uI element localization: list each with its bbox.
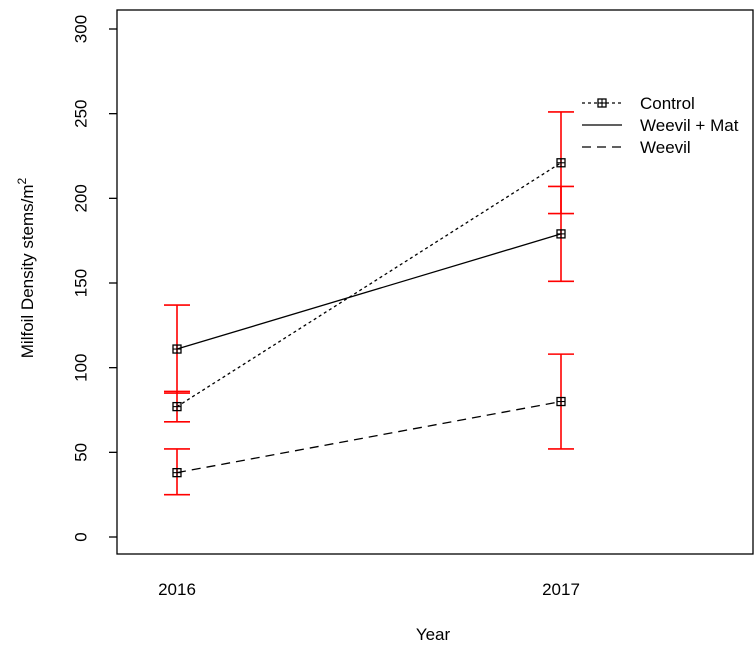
y-tick-label: 50 — [72, 443, 91, 462]
data-point — [172, 344, 182, 354]
y-tick-label: 300 — [72, 15, 91, 43]
x-tick-label: 2017 — [542, 580, 580, 599]
series-control — [164, 111, 574, 423]
data-point — [556, 158, 566, 168]
y-tick-label: 0 — [72, 532, 91, 541]
y-axis: 0 50 100 150 200 250 300 — [72, 15, 117, 542]
y-tick-label: 200 — [72, 184, 91, 212]
y-tick-label: 150 — [72, 269, 91, 297]
series-line — [176, 400, 562, 474]
series-line — [176, 233, 562, 350]
legend-label: Control — [640, 94, 695, 113]
legend-label: Weevil + Mat — [640, 116, 739, 135]
plot-frame — [116, 9, 754, 555]
series-layer — [164, 111, 574, 496]
legend: Control Weevil + Mat Weevil — [582, 94, 739, 157]
x-axis: 2016 2017 — [158, 580, 580, 599]
legend-label: Weevil — [640, 138, 691, 157]
y-tick-label: 100 — [72, 353, 91, 381]
legend-item: Weevil — [582, 138, 691, 157]
series-weevil — [164, 353, 574, 496]
series-line — [176, 162, 562, 408]
y-tick-label: 250 — [72, 99, 91, 127]
legend-item: Weevil + Mat — [582, 116, 739, 135]
y-axis-title-main: Milfoil Density stems/m — [18, 184, 37, 358]
data-point — [172, 401, 182, 412]
legend-item: Control — [582, 94, 695, 113]
y-axis-title-superscript: 2 — [15, 177, 29, 184]
data-point — [556, 396, 566, 407]
x-tick-label: 2016 — [158, 580, 196, 599]
y-axis-title: Milfoil Density stems/m2 — [15, 177, 37, 358]
series-weevil-mat — [164, 185, 574, 394]
data-point — [172, 468, 182, 478]
data-point — [556, 229, 566, 239]
x-axis-title: Year — [416, 625, 451, 644]
